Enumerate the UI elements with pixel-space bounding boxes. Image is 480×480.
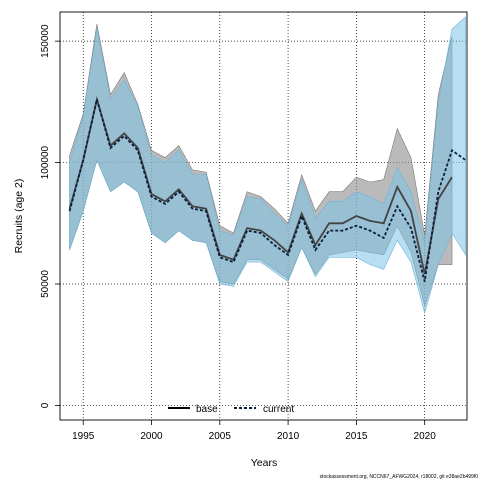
legend-base-label: base <box>196 404 218 415</box>
y-tick-label-100000: 100000 <box>40 145 51 179</box>
base-line <box>68 95 453 275</box>
y-tick-label-0: 0 <box>40 402 51 408</box>
series-lines <box>68 95 467 282</box>
confidence-bands <box>69 16 466 315</box>
y-tick-label-150000: 150000 <box>40 24 51 58</box>
y-axis-title: Recruits (age 2) <box>13 179 25 254</box>
x-tick-label-2020: 2020 <box>414 431 437 442</box>
legend: base current <box>168 404 294 415</box>
current-confidence-band <box>69 16 466 315</box>
axis-ticks: 1995 2000 2005 2010 2015 2020 0 50000 100000 1500… <box>40 24 436 442</box>
x-tick-label-2010: 2010 <box>277 431 300 442</box>
plot-frame <box>59 11 468 421</box>
footer-note: stockassessment.org, NCCN67_AFWG2024, r1… <box>320 474 479 480</box>
x-tick-label-2005: 2005 <box>209 431 232 442</box>
legend-current-label: current <box>263 404 294 415</box>
y-tick-label-50000: 50000 <box>40 270 51 298</box>
x-tick-label-2015: 2015 <box>345 431 368 442</box>
x-tick-label-1995: 1995 <box>72 431 95 442</box>
x-tick-label-2000: 2000 <box>140 431 163 442</box>
x-axis-title: Years <box>251 457 277 469</box>
current-line <box>68 99 467 282</box>
